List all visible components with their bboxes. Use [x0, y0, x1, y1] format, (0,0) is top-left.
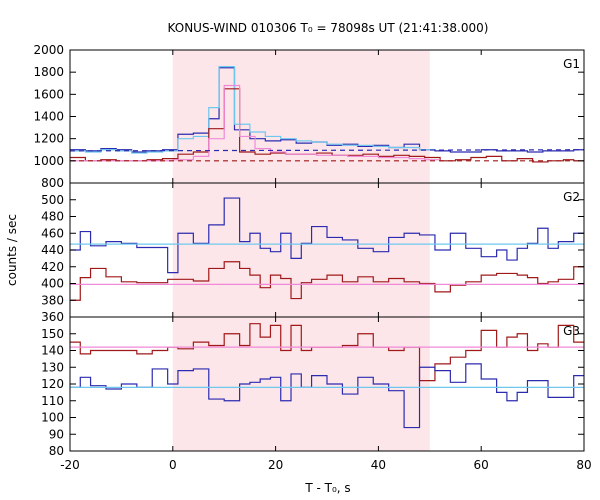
y-tick-label: 100: [41, 411, 64, 425]
y-tick-label: 1600: [33, 87, 64, 101]
chart-title: KONUS-WIND 010306 T₀ = 78098s UT (21:41:…: [168, 21, 489, 35]
y-tick-label: 800: [41, 176, 64, 190]
y-tick-label: 400: [41, 277, 64, 291]
series-g2-red-2: [70, 261, 584, 301]
y-tick-label: 1800: [33, 65, 64, 79]
y-axis-label: counts / sec: [5, 214, 19, 286]
panel-label-g3: G3: [563, 324, 580, 338]
y-tick-label: 150: [41, 327, 64, 341]
y-tick-label: 460: [41, 226, 64, 240]
x-tick-label: 60: [474, 458, 489, 472]
y-tick-label: 80: [49, 444, 64, 458]
y-tick-label: 500: [41, 193, 64, 207]
y-tick-label: 480: [41, 210, 64, 224]
series-g1-blue-dashed-4: [69, 149, 585, 152]
x-tick-label: 40: [371, 458, 386, 472]
x-tick-label: 20: [268, 458, 283, 472]
series-g2-blue-0: [70, 197, 584, 274]
y-tick-label: 1400: [33, 110, 64, 124]
y-tick-label: 2000: [33, 43, 64, 57]
series-g1-lightblue-1: [70, 66, 435, 154]
y-tick-label: 440: [41, 243, 64, 257]
y-tick-label: 1200: [33, 132, 64, 146]
series-g1-pink-3: [70, 84, 441, 162]
y-tick-label: 130: [41, 360, 64, 374]
y-tick-label: 140: [41, 344, 64, 358]
panel-label-g2: G2: [563, 190, 580, 204]
y-tick-label: 90: [49, 427, 64, 441]
x-tick-label: -20: [60, 458, 80, 472]
y-tick-label: 420: [41, 260, 64, 274]
y-tick-label: 360: [41, 310, 64, 324]
series-g3-blue-2: [70, 363, 584, 429]
y-tick-label: 120: [41, 377, 64, 391]
y-tick-label: 1000: [33, 154, 64, 168]
x-tick-label: 80: [576, 458, 591, 472]
panel-label-g1: G1: [563, 57, 580, 71]
plot-area: 800100012001400160018002000G136038040042…: [33, 43, 591, 472]
y-tick-label: 380: [41, 293, 64, 307]
y-tick-label: 110: [41, 394, 64, 408]
x-tick-label: 0: [169, 458, 177, 472]
x-axis-label: T - T₀, s: [304, 481, 350, 495]
